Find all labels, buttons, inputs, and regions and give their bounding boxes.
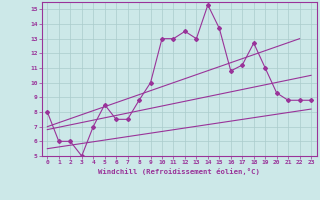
X-axis label: Windchill (Refroidissement éolien,°C): Windchill (Refroidissement éolien,°C): [98, 168, 260, 175]
